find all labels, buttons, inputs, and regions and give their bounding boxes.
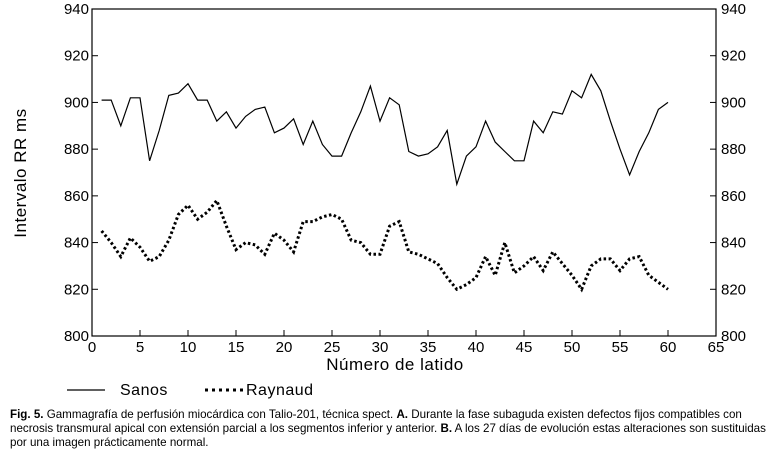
caption-label-b: B. (440, 422, 453, 435)
y-tick-label-left: 820 (64, 281, 89, 298)
caption-text-2: Durante la fase subaguda existen defecto… (10, 408, 742, 435)
caption-text-3: A los 27 días de evolución estas alterac… (10, 422, 766, 449)
x-tick-label: 5 (136, 339, 144, 356)
y-tick-label-left: 940 (64, 1, 89, 18)
y-tick-label-right: 940 (721, 1, 746, 18)
y-tick-label-left: 800 (64, 328, 89, 345)
y-tick-label-left: 880 (64, 141, 89, 158)
figure-caption: Fig. 5. Gammagrafía de perfusión miocárd… (10, 408, 768, 450)
y-tick-label-right: 920 (721, 48, 746, 65)
y-axis-title: Intervalo RR ms (11, 108, 30, 237)
x-axis-ticks: 0 5 10 15 20 25 30 35 40 45 50 55 60 65 (88, 330, 725, 356)
y-tick-label-right: 800 (721, 328, 746, 345)
x-tick-label: 20 (276, 339, 293, 356)
y-tick-label-right: 860 (721, 188, 746, 205)
caption-figure-label: Fig. 5. (10, 408, 44, 421)
rr-interval-chart: 0 5 10 15 20 25 30 35 40 45 50 55 60 65 8008208408608… (11, 1, 746, 399)
x-tick-label: 15 (228, 339, 245, 356)
y-tick-label-right: 880 (721, 141, 746, 158)
series-layer (100, 73, 669, 293)
x-axis-title: Número de latido (326, 355, 463, 374)
y-tick-label-right: 820 (721, 281, 746, 298)
series-line-sanos (101, 73, 669, 187)
x-tick-label: 50 (564, 339, 581, 356)
y-tick-label-right: 900 (721, 94, 746, 111)
x-tick-label: 55 (612, 339, 629, 356)
y-axis-right-ticks: 800 820 840 860 880 900 920 940 (710, 1, 746, 345)
x-tick-label: 45 (516, 339, 533, 356)
caption-label-a: A. (396, 408, 409, 421)
x-tick-label: 65 (708, 339, 725, 356)
series-line-raynaud (100, 197, 669, 293)
y-axis-left-ticks: 800 820 840 860 880 900 920 940 (64, 1, 98, 345)
legend-label-raynaud: Raynaud (246, 382, 314, 399)
y-tick-label-left: 920 (64, 48, 89, 65)
y-tick-label-left: 840 (64, 235, 89, 252)
caption-text-1: Gammagrafía de perfusión miocárdica con … (43, 408, 397, 421)
legend-label-sanos: Sanos (120, 382, 168, 399)
x-tick-label: 30 (372, 339, 389, 356)
x-tick-label: 60 (660, 339, 677, 356)
y-tick-label-left: 900 (64, 94, 89, 111)
y-tick-label-left: 860 (64, 188, 89, 205)
x-tick-label: 35 (420, 339, 437, 356)
x-tick-label: 0 (88, 339, 96, 356)
x-tick-label: 40 (468, 339, 485, 356)
x-tick-label: 10 (180, 339, 197, 356)
plot-frame (91, 8, 717, 337)
x-tick-label: 25 (324, 339, 341, 356)
y-tick-label-right: 840 (721, 235, 746, 252)
legend: Sanos Raynaud (67, 382, 314, 399)
